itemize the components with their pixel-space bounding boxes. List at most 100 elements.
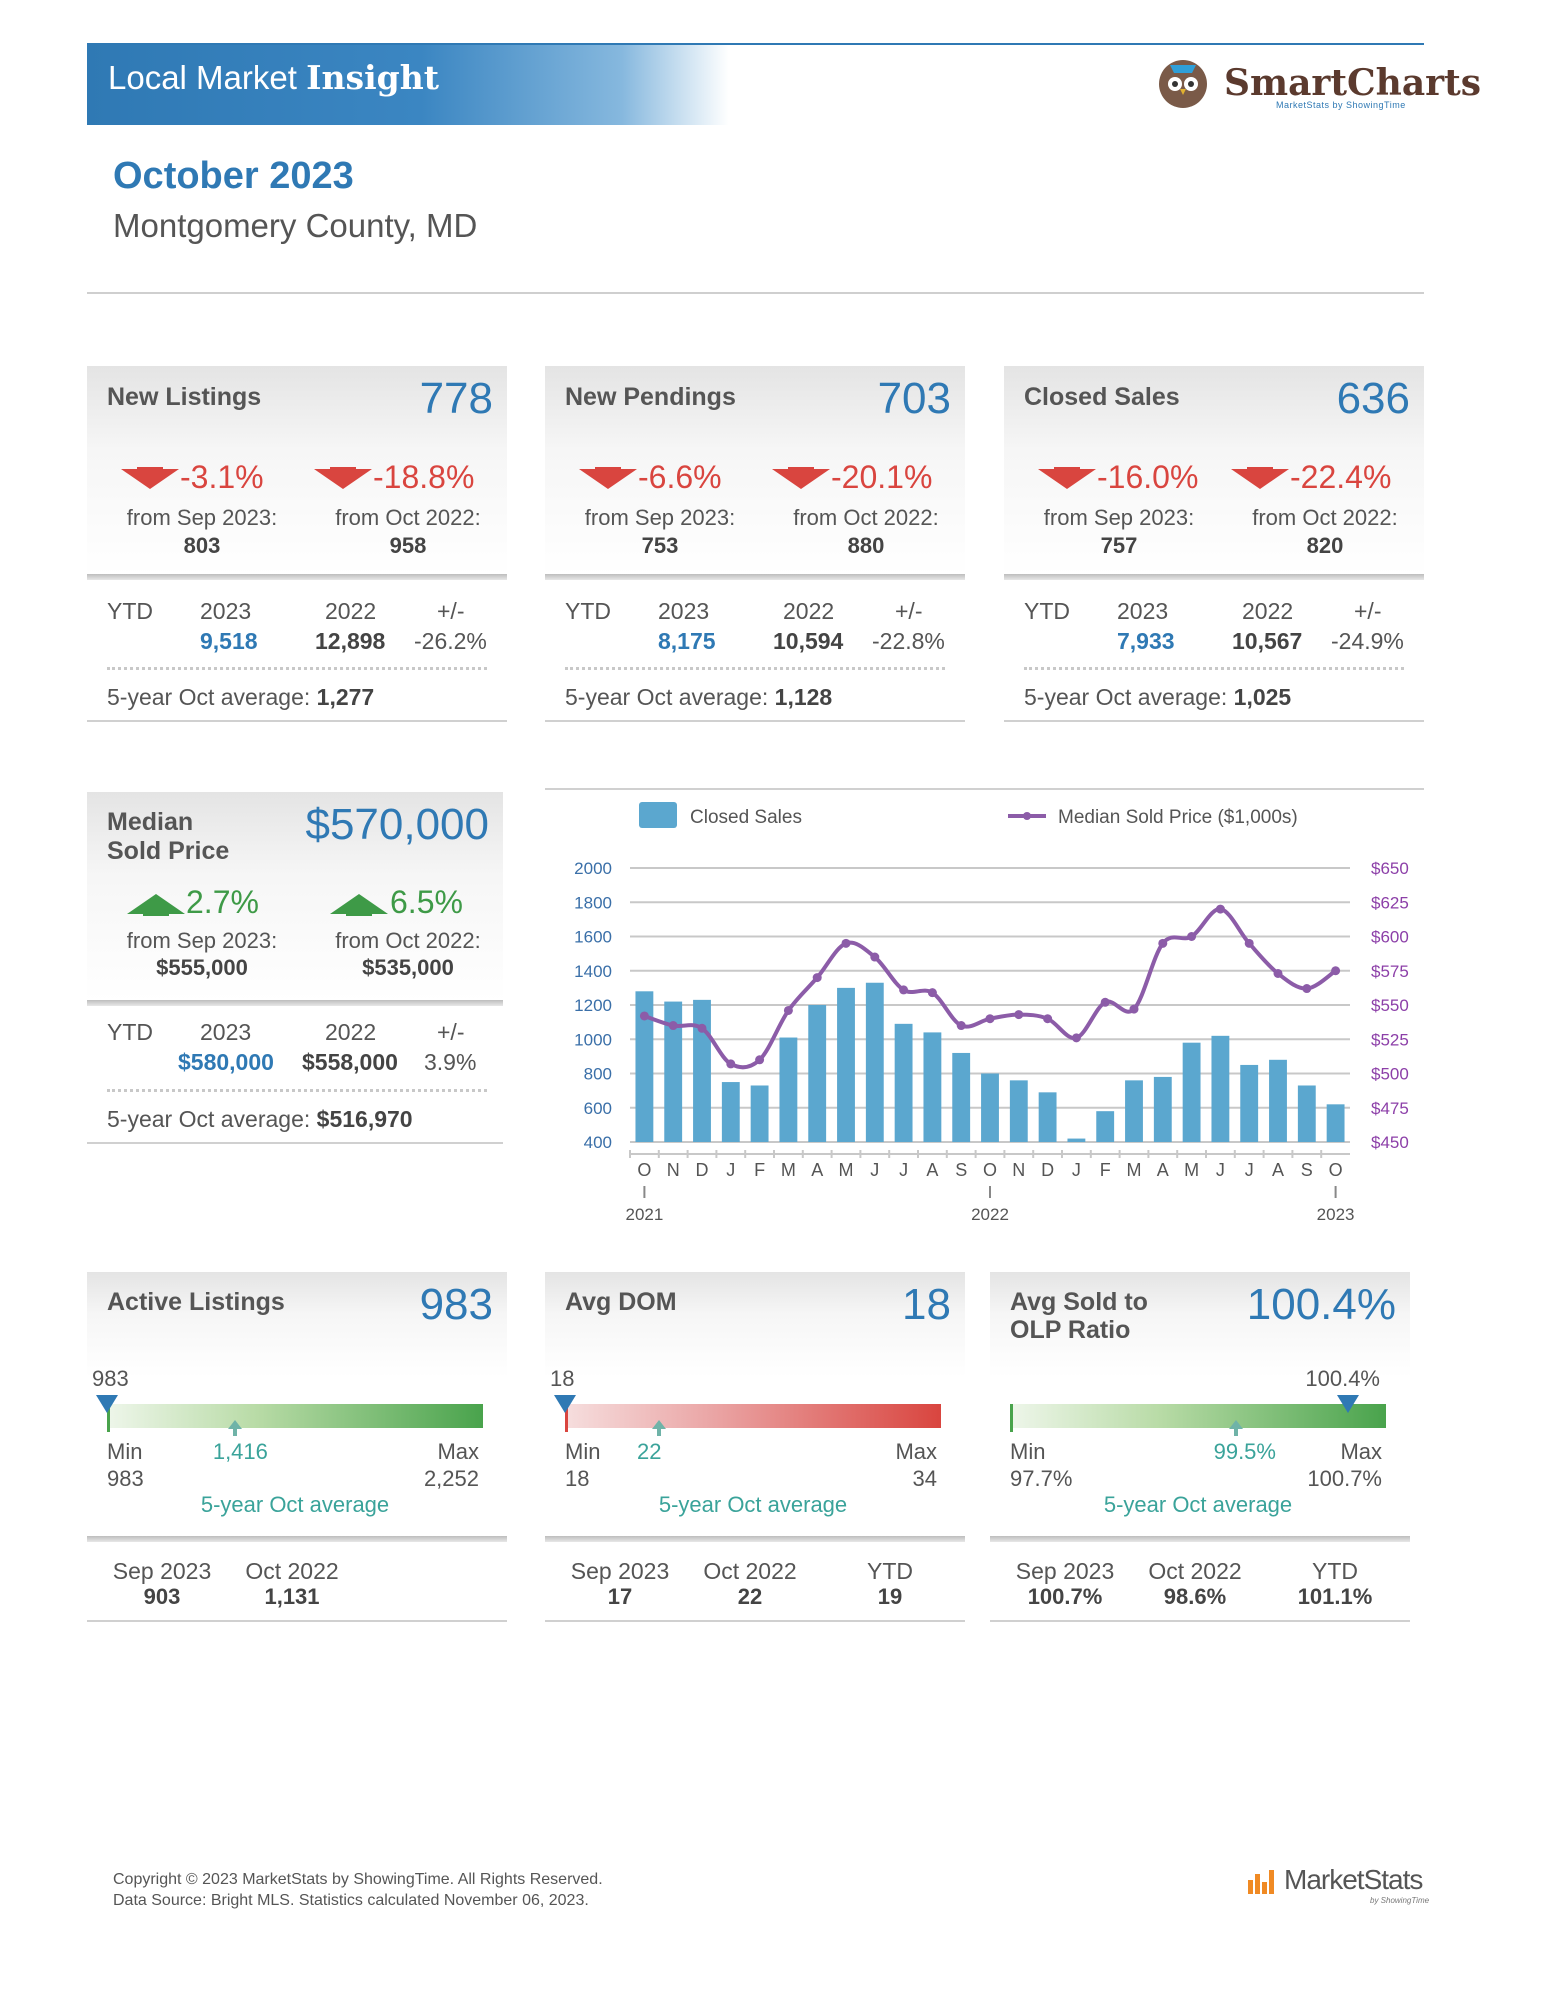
sales-price-chart: Closed Sales Median Sold Price ($1,000s) 2… [574, 802, 1409, 1224]
card-divider [87, 574, 507, 580]
bar-closed-sales [1269, 1059, 1287, 1142]
point-median-price [1014, 1010, 1024, 1020]
x-tick-label: M [839, 1160, 854, 1180]
gauge-min-tick [1010, 1404, 1013, 1432]
gauge-min-value: 18 [565, 1466, 590, 1491]
point-median-price [1273, 968, 1283, 978]
current-marker-icon [1337, 1395, 1360, 1413]
point-median-price [1071, 1033, 1081, 1043]
y-tick-left: 400 [584, 1133, 612, 1152]
y-tick-left: 1600 [574, 928, 612, 947]
prev-year-value: 820 [1306, 533, 1344, 558]
card-bottom-rule [87, 720, 507, 722]
marketstats-bars-icon [1248, 1870, 1274, 1894]
x-tick-label: O [637, 1160, 651, 1180]
bar-closed-sales [779, 1037, 798, 1142]
point-median-price [870, 952, 880, 962]
average-label: 5-year Oct average: [107, 684, 311, 710]
median-ytd-year2: 2022 [325, 1019, 377, 1045]
ytd-change: -24.9% [1331, 628, 1404, 654]
bar-closed-sales [1182, 1042, 1201, 1142]
down-arrow-icon [1038, 467, 1096, 489]
median-ytd-label: YTD [107, 1019, 153, 1045]
point-median-price [639, 1011, 649, 1021]
median-change-month: 2.7% [186, 884, 259, 920]
bar-closed-sales [693, 999, 711, 1142]
down-arrow-icon [1231, 467, 1289, 489]
current-marker-label: 100.4% [1305, 1366, 1380, 1391]
footer-stat-label: YTD [1312, 1558, 1358, 1584]
change-vs-month: -3.1% [180, 459, 264, 495]
average-marker-icon [227, 1420, 242, 1436]
average-label: 5-year Oct average: [1024, 684, 1228, 710]
bar-closed-sales [1125, 1080, 1143, 1142]
x-tick-label: A [811, 1160, 823, 1180]
y-tick-right: $475 [1371, 1099, 1409, 1118]
bar-closed-sales [808, 1005, 827, 1142]
point-median-price [1331, 966, 1341, 976]
point-median-price [1100, 997, 1110, 1007]
average-value: 1,025 [1233, 684, 1292, 710]
down-arrow-icon [121, 467, 179, 489]
median-ytd-year1: 2023 [200, 1019, 252, 1045]
year-label: 2022 [971, 1205, 1009, 1224]
footer-logo-sub: by ShowingTime [1370, 1896, 1430, 1905]
gauge-divider [87, 1536, 507, 1542]
up-arrow-icon [127, 894, 185, 916]
down-arrow-icon [772, 467, 830, 489]
x-tick-label: A [1157, 1160, 1169, 1180]
gauge-max-value: 100.7% [1307, 1466, 1382, 1491]
y-tick-right: $450 [1371, 1133, 1409, 1152]
point-median-price [812, 973, 822, 983]
gauge-bottom-rule [87, 1620, 507, 1622]
from-label-month: from Sep 2023: [584, 505, 736, 530]
average-value: 1,277 [316, 684, 375, 710]
ytd-year1: 2023 [658, 598, 710, 624]
bar-closed-sales [1067, 1138, 1086, 1142]
x-tick-label: M [1127, 1160, 1142, 1180]
brand-name: SmartCharts [1224, 62, 1482, 104]
bar-closed-sales [894, 1023, 913, 1142]
ytd-current: 8,175 [658, 628, 716, 654]
bar-closed-sales [865, 982, 884, 1142]
gauge-max-label: Max [1340, 1439, 1382, 1464]
ytd-year1: 2023 [1117, 598, 1169, 624]
median-prev-2: $535,000 [362, 955, 454, 980]
owl-logo-icon [1159, 60, 1207, 108]
change-vs-month: -16.0% [1097, 459, 1199, 495]
y-tick-left: 800 [584, 1065, 612, 1084]
x-tick-label: J [726, 1160, 735, 1180]
prev-year-value: 958 [389, 533, 427, 558]
gauge-bar [107, 1404, 483, 1428]
bar-closed-sales [1211, 1035, 1230, 1142]
y-tick-left: 1000 [574, 1030, 612, 1049]
gauge-bottom-rule [990, 1620, 1410, 1622]
gauge-title: Active Listings [107, 1288, 285, 1316]
dotted-divider [107, 667, 487, 670]
x-tick-label: J [870, 1160, 879, 1180]
x-tick-label: F [1100, 1160, 1111, 1180]
x-tick-label: M [1184, 1160, 1199, 1180]
year-label: 2023 [1317, 1205, 1355, 1224]
ytd-change: -22.8% [872, 628, 945, 654]
ytd-year2: 2022 [325, 598, 377, 624]
change-vs-month: -6.6% [638, 459, 722, 495]
from-label-year: from Oct 2022: [1252, 505, 1398, 530]
footer-stat-label: Oct 2022 [245, 1558, 339, 1584]
bar-closed-sales [981, 1073, 999, 1142]
card-value: 636 [1336, 374, 1410, 423]
down-arrow-icon [314, 467, 372, 489]
median-ytd-pm: +/- [437, 1019, 465, 1045]
x-tick-label: J [1245, 1160, 1254, 1180]
y-tick-right: $575 [1371, 962, 1409, 981]
median-from-label-2: from Oct 2022: [335, 928, 481, 953]
y-tick-left: 2000 [574, 859, 612, 878]
card-value: 778 [419, 374, 493, 423]
gauge-divider [990, 1536, 1410, 1542]
ytd-year2: 2022 [783, 598, 835, 624]
header-divider [87, 292, 1424, 294]
x-tick-label: A [926, 1160, 938, 1180]
gauge-average-caption: 5-year Oct average [200, 1492, 390, 1517]
point-median-price [1215, 904, 1225, 914]
change-vs-year: -20.1% [831, 459, 933, 495]
